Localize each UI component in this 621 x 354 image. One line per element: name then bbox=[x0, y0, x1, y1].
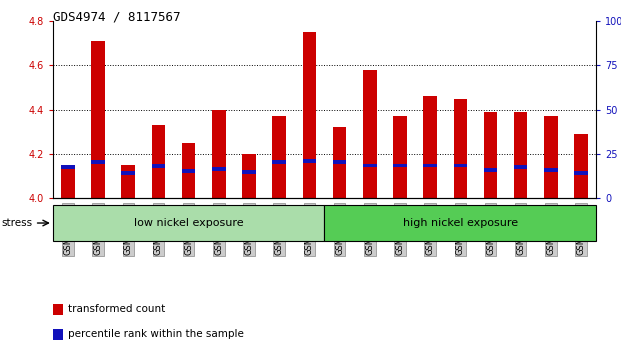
Bar bbox=[453, 99, 467, 198]
Bar bbox=[544, 168, 558, 172]
Bar bbox=[333, 127, 347, 198]
Bar bbox=[61, 165, 75, 169]
Bar bbox=[242, 170, 256, 174]
Bar bbox=[273, 160, 286, 164]
Bar bbox=[91, 160, 105, 164]
Bar bbox=[152, 125, 165, 198]
Bar bbox=[484, 112, 497, 198]
Bar bbox=[544, 116, 558, 198]
FancyBboxPatch shape bbox=[324, 205, 596, 241]
Bar bbox=[574, 134, 588, 198]
Bar bbox=[122, 165, 135, 198]
Bar bbox=[212, 110, 225, 198]
Bar bbox=[453, 164, 467, 167]
Bar bbox=[333, 160, 347, 164]
Bar bbox=[212, 167, 225, 171]
Bar bbox=[363, 164, 376, 167]
Bar bbox=[302, 159, 316, 163]
Bar bbox=[484, 168, 497, 172]
Bar bbox=[302, 32, 316, 198]
Bar bbox=[53, 304, 63, 315]
Text: GDS4974 / 8117567: GDS4974 / 8117567 bbox=[53, 11, 180, 24]
Bar bbox=[152, 164, 165, 169]
Bar bbox=[273, 116, 286, 198]
Bar bbox=[363, 70, 376, 198]
Bar bbox=[91, 41, 105, 198]
Bar bbox=[424, 164, 437, 167]
Text: transformed count: transformed count bbox=[68, 304, 165, 314]
Bar bbox=[393, 116, 407, 198]
Bar bbox=[574, 171, 588, 176]
Bar bbox=[393, 164, 407, 167]
FancyBboxPatch shape bbox=[53, 205, 324, 241]
Bar bbox=[424, 97, 437, 198]
Bar bbox=[53, 329, 63, 339]
Bar bbox=[182, 143, 196, 198]
Text: low nickel exposure: low nickel exposure bbox=[134, 218, 243, 228]
Text: percentile rank within the sample: percentile rank within the sample bbox=[68, 329, 244, 339]
Bar bbox=[242, 154, 256, 198]
Text: stress: stress bbox=[1, 218, 32, 228]
Bar bbox=[182, 169, 196, 173]
Bar bbox=[514, 112, 527, 198]
Bar bbox=[61, 165, 75, 198]
Bar bbox=[514, 165, 527, 169]
Text: high nickel exposure: high nickel exposure bbox=[403, 218, 518, 228]
Bar bbox=[122, 171, 135, 175]
